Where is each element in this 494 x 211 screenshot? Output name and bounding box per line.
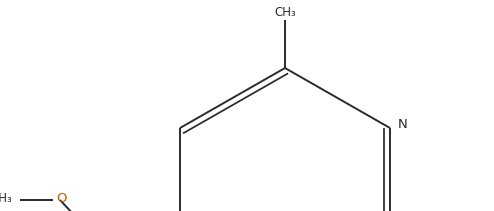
Text: O: O — [56, 192, 66, 204]
Text: N: N — [398, 119, 408, 131]
Text: CH₃: CH₃ — [0, 192, 12, 204]
Text: CH₃: CH₃ — [274, 7, 296, 19]
